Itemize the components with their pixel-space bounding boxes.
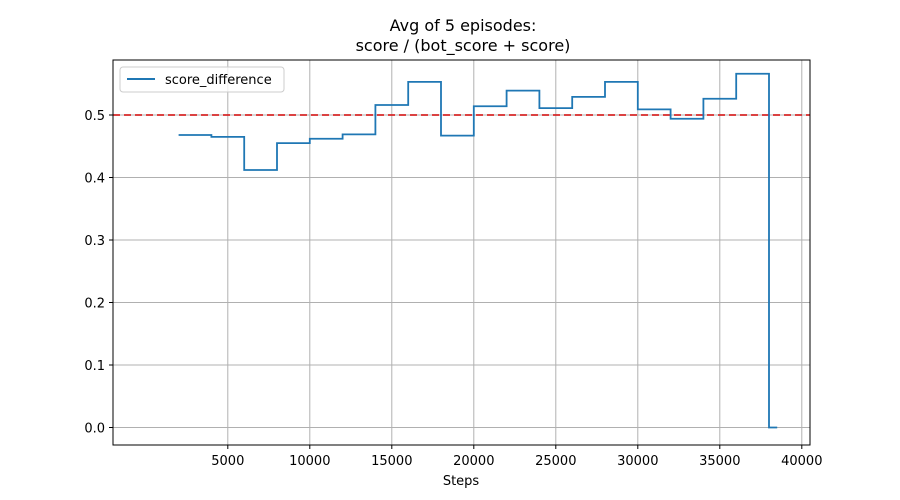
series-line-score-difference <box>178 72 778 429</box>
y-tick-label: 0.2 <box>84 297 105 312</box>
chart-title: Avg of 5 episodes: <box>390 16 537 35</box>
series-layer <box>178 72 778 429</box>
y-tick-label: 0.5 <box>84 109 105 124</box>
x-tick-label: 25000 <box>535 454 576 469</box>
x-tick-label: 10000 <box>289 454 330 469</box>
x-tick-label: 40000 <box>781 454 822 469</box>
x-tick-label: 15000 <box>371 454 412 469</box>
x-axis-label: Steps <box>443 474 480 489</box>
x-tick-label: 30000 <box>617 454 658 469</box>
legend-label-score-difference: score_difference <box>165 73 272 88</box>
x-tick-label: 5000 <box>211 454 244 469</box>
x-tick-label: 35000 <box>699 454 740 469</box>
grid-layer <box>113 60 810 445</box>
tick-layer: 5000 10000 15000 20000 25000 30000 35000 40000 0… <box>84 109 822 469</box>
legend: score_difference <box>119 66 285 93</box>
y-tick-label: 0.0 <box>84 422 105 437</box>
y-tick-label: 0.3 <box>84 234 105 249</box>
y-tick-label: 0.1 <box>84 359 105 374</box>
plot-frame <box>112 59 811 446</box>
chart-subtitle: score / (bot_score + score) <box>356 36 571 56</box>
legend-box <box>119 66 285 93</box>
y-tick-label: 0.4 <box>84 172 105 187</box>
x-tick-label: 20000 <box>453 454 494 469</box>
